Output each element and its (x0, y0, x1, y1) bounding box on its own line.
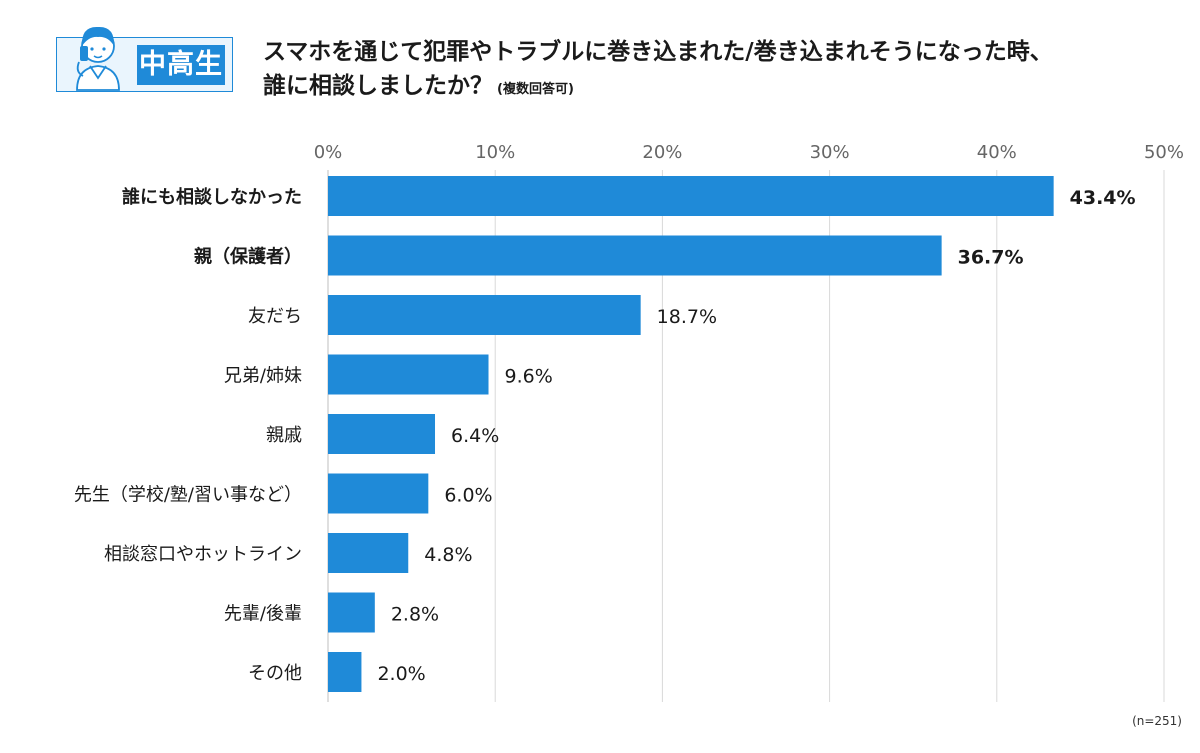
value-label: 36.7% (958, 247, 1024, 269)
badge-label: 中高生 (137, 45, 225, 85)
student-on-phone-icon (76, 26, 120, 91)
category-label: 相談窓口やホットライン (104, 544, 302, 565)
multiple-answers-note: (複数回答可) (497, 82, 574, 97)
category-label: 親戚 (266, 425, 302, 446)
category-label: 先生（学校/塾/習い事など） (74, 484, 302, 506)
bar (328, 652, 362, 692)
category-badge: 中高生 (56, 26, 233, 92)
bar (328, 235, 942, 276)
label-layer: 0% 10% 20% 30% 40% 50% 誰にも相談しなかった 43.4% 親（保護者） 36… (74, 142, 1184, 685)
value-label: 4.8% (424, 544, 472, 566)
chart-title-main: 誰に相談しましたか？ (263, 73, 493, 99)
category-label: 友だち (248, 306, 302, 327)
value-label: 43.4% (1070, 187, 1136, 209)
value-label: 18.7% (657, 306, 717, 328)
value-label: 9.6% (505, 366, 553, 388)
bar (328, 473, 429, 514)
bar (328, 533, 409, 573)
x-tick-label: 30% (810, 142, 850, 163)
value-label: 6.4% (451, 425, 499, 447)
x-tick-label: 50% (1144, 142, 1184, 163)
value-label: 2.0% (377, 663, 425, 685)
bar (328, 295, 641, 335)
bar (328, 414, 436, 454)
chart-title-line-1: スマホを通じて犯罪やトラブルに巻き込まれた/巻き込まれそうになった時、 (263, 39, 1053, 65)
x-tick-label: 10% (475, 142, 515, 163)
category-label: 親（保護者） (194, 246, 302, 268)
x-tick-label: 40% (977, 142, 1017, 163)
category-label: 兄弟/姉妹 (224, 366, 302, 387)
chart-header: 中高生 スマホを通じて犯罪やトラブルに巻き込まれた/巻き込まれそうになった時、 … (0, 0, 1200, 120)
x-tick-label: 20% (642, 142, 682, 163)
bar (328, 176, 1054, 216)
category-label: その他 (248, 663, 302, 684)
value-label: 6.0% (444, 485, 492, 507)
bar (328, 592, 375, 633)
value-label: 2.8% (391, 604, 439, 626)
chart-title-line-2: 誰に相談しましたか？ (複数回答可) (263, 66, 574, 100)
bar-layer (328, 176, 1054, 692)
sample-size-note: (n=251) (1132, 714, 1182, 728)
category-label: 先輩/後輩 (224, 604, 302, 625)
bar (328, 354, 489, 395)
x-tick-label: 0% (314, 142, 343, 163)
category-label: 誰にも相談しなかった (122, 186, 302, 208)
